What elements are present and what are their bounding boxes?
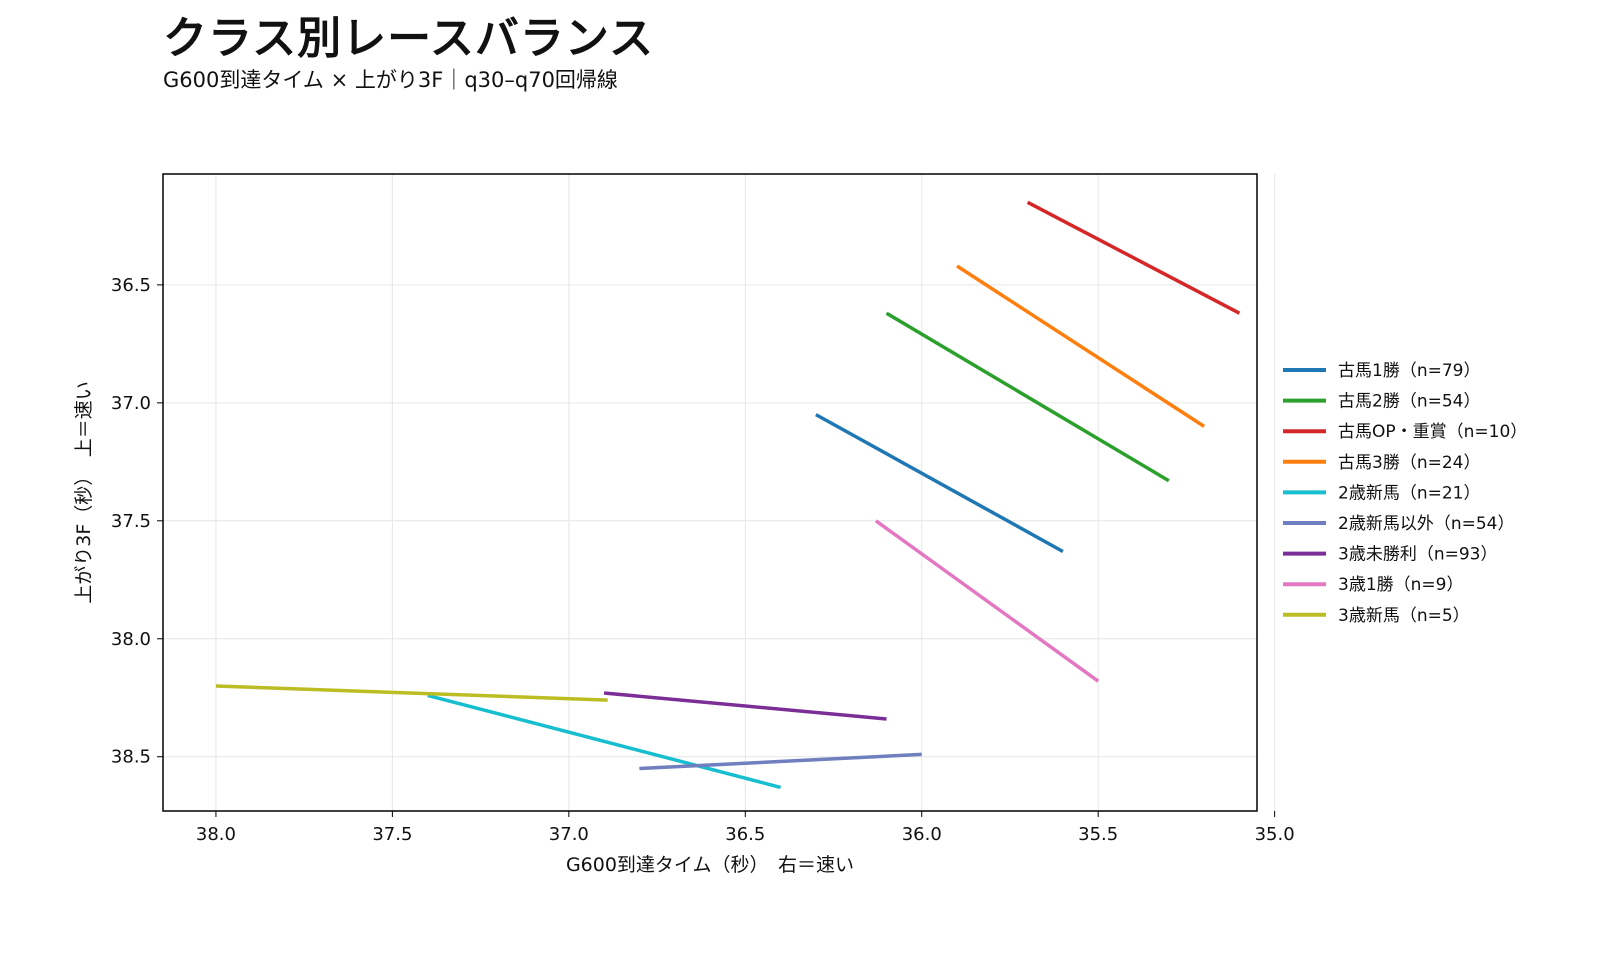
x-tick-label: 36.5 [725,824,765,845]
series-line [815,413,1064,554]
series-lines [215,200,1241,790]
series-line [639,752,922,771]
series-line [874,519,1100,683]
x-axis-label: G600到達タイム（秒） 右＝速い [566,854,854,876]
legend: 古馬1勝（n=79） 古馬2勝（n=54） 古馬OP・重賞（n=10） 古馬3勝（n=… [1283,361,1527,626]
legend-label: 3歳未勝利（n=93） [1338,545,1497,565]
legend-label: 3歳1勝（n=9） [1338,575,1463,595]
legend-label: 古馬3勝（n=24） [1338,453,1480,473]
y-tick-label: 38.5 [111,747,151,768]
legend-label: 2歳新馬以外（n=54） [1338,514,1514,534]
x-axis: 38.0 37.5 37.0 36.5 36.0 35.5 35.0 [196,811,1295,845]
legend-label: 3歳新馬（n=5） [1338,606,1470,626]
x-tick-label: 37.5 [372,824,412,845]
y-tick-label: 37.5 [111,511,151,532]
series-line [885,311,1170,483]
x-tick-label: 36.0 [902,824,942,845]
x-tick-label: 38.0 [196,824,236,845]
y-tick-label: 37.0 [111,393,151,414]
chart-subtitle: G600到達タイム × 上がり3F｜q30–q70回帰線 [163,68,618,92]
y-tick-label: 36.5 [111,275,151,296]
plot-frame [162,173,1258,812]
chart-title: クラス別レースバランス [163,13,655,64]
y-axis-label: 上がり3F（秒） 上＝速い [73,381,95,604]
y-axis: 36.5 37.0 37.5 38.0 38.5 [111,275,163,768]
series-line [215,684,608,702]
legend-label: 古馬2勝（n=54） [1338,392,1480,412]
series-line [1026,200,1241,315]
y-tick-label: 38.0 [111,629,151,650]
legend-label: 古馬1勝（n=79） [1338,361,1480,381]
series-line [427,693,782,790]
legend-label: 2歳新馬（n=21） [1338,483,1480,503]
x-tick-label: 37.0 [549,824,589,845]
x-tick-label: 35.5 [1078,824,1118,845]
grid-lines [163,174,1276,811]
legend-label: 古馬OP・重賞（n=10） [1338,422,1527,442]
series-line [956,264,1206,428]
series-line [603,691,887,721]
x-tick-label: 35.0 [1255,824,1295,845]
